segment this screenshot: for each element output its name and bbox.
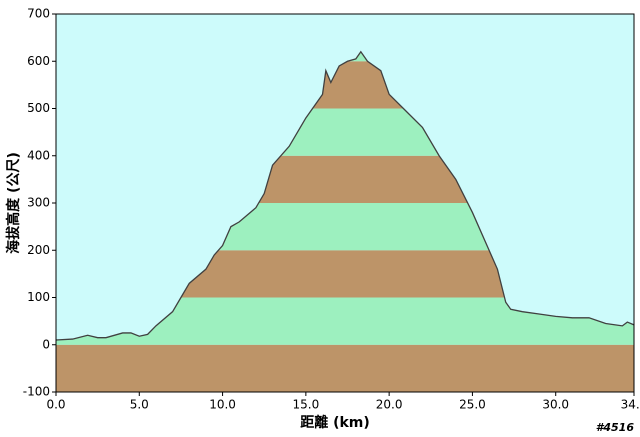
y-tick-label: 300 <box>27 196 50 210</box>
x-axis-title: 距離 (km) <box>300 414 370 431</box>
y-tick-label: 200 <box>27 243 50 257</box>
y-tick-label: 0 <box>42 337 50 351</box>
x-tick-label: 25.0 <box>459 398 486 412</box>
x-tick-label: 5.0 <box>130 398 149 412</box>
y-tick-label: 400 <box>27 148 50 162</box>
x-tick-label: 0.0 <box>46 398 65 412</box>
x-tick-label: 34.7 <box>621 398 640 412</box>
band <box>56 344 634 392</box>
profile-line <box>55 50 635 341</box>
x-tick-label: 30.0 <box>542 398 569 412</box>
watermark: #4516 <box>596 421 635 434</box>
x-tick-label: 10.0 <box>209 398 236 412</box>
x-tick-label: 15.0 <box>292 398 319 412</box>
y-tick-label: 700 <box>27 7 50 21</box>
y-tick-label: -100 <box>23 385 50 399</box>
x-tick-label: 20.0 <box>376 398 403 412</box>
y-axis-title: 海拔高度 (公尺) <box>5 152 22 254</box>
y-tick-label: 100 <box>27 290 50 304</box>
y-tick-label: 500 <box>27 101 50 115</box>
y-tick-label: 600 <box>27 54 50 68</box>
